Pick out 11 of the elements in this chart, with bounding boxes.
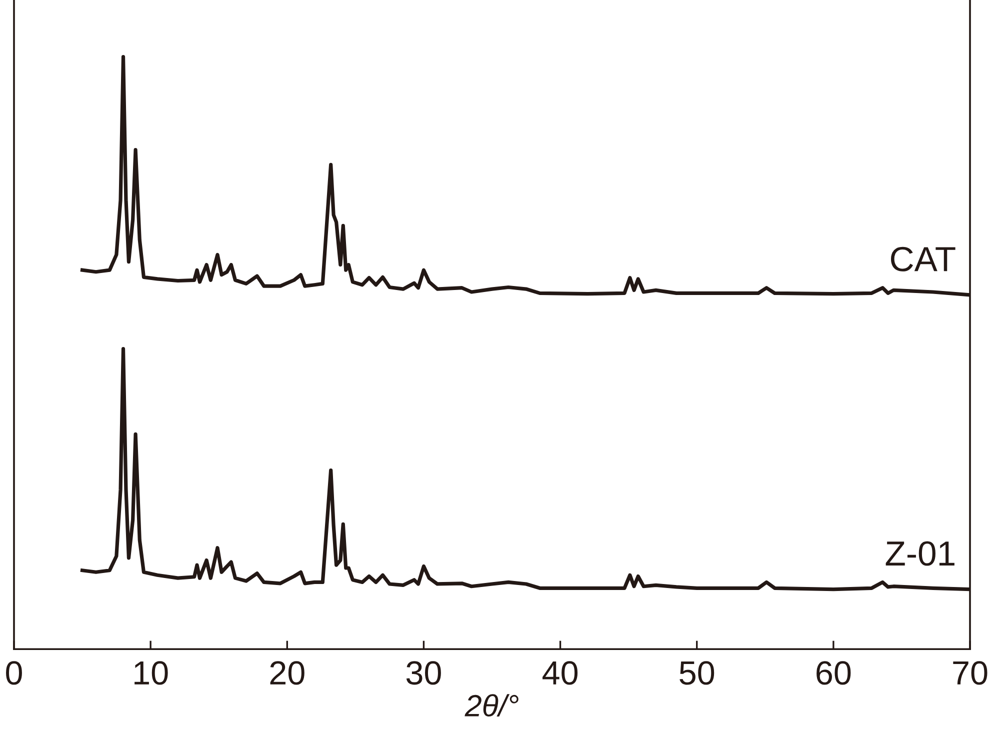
x-tick-label: 50 xyxy=(680,661,714,685)
series-label: CAT xyxy=(890,246,956,272)
x-axis-title: 2θ/° xyxy=(464,694,518,717)
x-tick-label: 60 xyxy=(816,661,851,685)
x-tick-label: 70 xyxy=(953,661,988,685)
x-tick-label: 30 xyxy=(406,661,441,685)
x-tick-label: 20 xyxy=(270,661,304,685)
x-tick-label: 0 xyxy=(6,661,22,685)
x-tick-label: 40 xyxy=(542,661,578,685)
x-tick-label: 10 xyxy=(134,661,168,685)
series-label: Z-01 xyxy=(886,541,954,566)
